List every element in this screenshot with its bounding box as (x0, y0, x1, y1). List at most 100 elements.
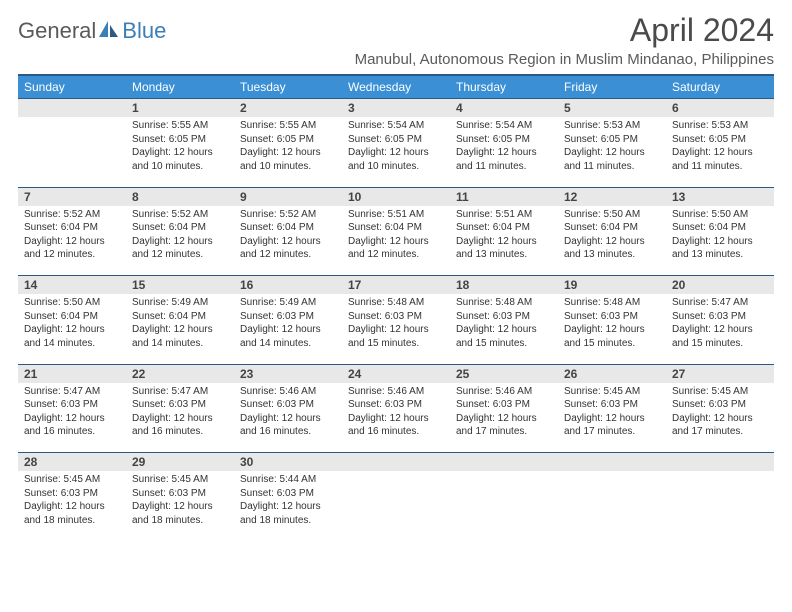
day-content-cell: Sunrise: 5:55 AMSunset: 6:05 PMDaylight:… (234, 117, 342, 187)
day-content-cell: Sunrise: 5:53 AMSunset: 6:05 PMDaylight:… (666, 117, 774, 187)
daylight-text: and 18 minutes. (240, 514, 336, 528)
daylight-text: Daylight: 12 hours (240, 500, 336, 514)
daylight-text: and 13 minutes. (456, 248, 552, 262)
daylight-text: and 13 minutes. (564, 248, 660, 262)
sunrise-text: Sunrise: 5:52 AM (240, 208, 336, 222)
day-content-cell: Sunrise: 5:52 AMSunset: 6:04 PMDaylight:… (126, 206, 234, 276)
daylight-text: Daylight: 12 hours (672, 323, 768, 337)
day-content-cell: Sunrise: 5:52 AMSunset: 6:04 PMDaylight:… (234, 206, 342, 276)
sunrise-text: Sunrise: 5:53 AM (564, 119, 660, 133)
day-content-cell: Sunrise: 5:45 AMSunset: 6:03 PMDaylight:… (558, 383, 666, 453)
daylight-text: Daylight: 12 hours (132, 412, 228, 426)
day-content-cell: Sunrise: 5:49 AMSunset: 6:04 PMDaylight:… (126, 294, 234, 364)
day-content-cell (558, 471, 666, 541)
daylight-text: and 14 minutes. (132, 337, 228, 351)
sunset-text: Sunset: 6:03 PM (456, 398, 552, 412)
weekday-header: Monday (126, 75, 234, 99)
daylight-text: Daylight: 12 hours (24, 500, 120, 514)
daylight-text: and 11 minutes. (672, 160, 768, 174)
sunset-text: Sunset: 6:04 PM (132, 310, 228, 324)
daylight-text: and 18 minutes. (24, 514, 120, 528)
sunset-text: Sunset: 6:03 PM (456, 310, 552, 324)
day-content-row: Sunrise: 5:47 AMSunset: 6:03 PMDaylight:… (18, 383, 774, 453)
day-number-cell: 26 (558, 364, 666, 383)
weekday-header: Friday (558, 75, 666, 99)
day-content-cell (342, 471, 450, 541)
day-content-cell: Sunrise: 5:52 AMSunset: 6:04 PMDaylight:… (18, 206, 126, 276)
sunrise-text: Sunrise: 5:48 AM (456, 296, 552, 310)
sunrise-text: Sunrise: 5:51 AM (348, 208, 444, 222)
day-number-cell: 30 (234, 453, 342, 472)
daylight-text: Daylight: 12 hours (672, 412, 768, 426)
sunrise-text: Sunrise: 5:54 AM (348, 119, 444, 133)
daylight-text: and 13 minutes. (672, 248, 768, 262)
sunrise-text: Sunrise: 5:55 AM (132, 119, 228, 133)
sunrise-text: Sunrise: 5:50 AM (24, 296, 120, 310)
daylight-text: and 15 minutes. (672, 337, 768, 351)
daylight-text: and 17 minutes. (672, 425, 768, 439)
daylight-text: Daylight: 12 hours (564, 323, 660, 337)
day-content-cell: Sunrise: 5:50 AMSunset: 6:04 PMDaylight:… (558, 206, 666, 276)
day-number-cell: 21 (18, 364, 126, 383)
sunset-text: Sunset: 6:05 PM (132, 133, 228, 147)
daylight-text: Daylight: 12 hours (348, 412, 444, 426)
day-content-row: Sunrise: 5:55 AMSunset: 6:05 PMDaylight:… (18, 117, 774, 187)
day-number-cell (666, 453, 774, 472)
daylight-text: Daylight: 12 hours (456, 146, 552, 160)
day-number-cell: 16 (234, 276, 342, 295)
day-number-cell: 4 (450, 99, 558, 118)
daylight-text: and 16 minutes. (240, 425, 336, 439)
logo-sail-icon (98, 19, 120, 44)
day-number-cell: 14 (18, 276, 126, 295)
day-number-cell: 1 (126, 99, 234, 118)
daylight-text: Daylight: 12 hours (24, 323, 120, 337)
day-content-cell: Sunrise: 5:54 AMSunset: 6:05 PMDaylight:… (342, 117, 450, 187)
day-number-cell: 23 (234, 364, 342, 383)
sunrise-text: Sunrise: 5:52 AM (132, 208, 228, 222)
month-title: April 2024 (355, 12, 774, 49)
day-content-cell: Sunrise: 5:48 AMSunset: 6:03 PMDaylight:… (558, 294, 666, 364)
day-content-cell: Sunrise: 5:50 AMSunset: 6:04 PMDaylight:… (666, 206, 774, 276)
daylight-text: Daylight: 12 hours (348, 235, 444, 249)
day-content-cell: Sunrise: 5:45 AMSunset: 6:03 PMDaylight:… (18, 471, 126, 541)
daylight-text: and 10 minutes. (132, 160, 228, 174)
sunrise-text: Sunrise: 5:46 AM (348, 385, 444, 399)
daylight-text: and 16 minutes. (348, 425, 444, 439)
daylight-text: Daylight: 12 hours (132, 235, 228, 249)
sunset-text: Sunset: 6:03 PM (672, 398, 768, 412)
day-content-cell: Sunrise: 5:48 AMSunset: 6:03 PMDaylight:… (342, 294, 450, 364)
daylight-text: Daylight: 12 hours (564, 412, 660, 426)
weekday-header: Sunday (18, 75, 126, 99)
sunrise-text: Sunrise: 5:49 AM (132, 296, 228, 310)
logo: General Blue (18, 18, 166, 44)
calendar-table: Sunday Monday Tuesday Wednesday Thursday… (18, 74, 774, 541)
weekday-header: Thursday (450, 75, 558, 99)
day-number-cell (18, 99, 126, 118)
day-content-cell: Sunrise: 5:48 AMSunset: 6:03 PMDaylight:… (450, 294, 558, 364)
daylight-text: and 15 minutes. (348, 337, 444, 351)
daylight-text: and 14 minutes. (24, 337, 120, 351)
day-content-row: Sunrise: 5:50 AM Sunset: 6:04 PM Daylight:… (18, 294, 774, 364)
daylight-text: and 11 minutes. (564, 160, 660, 174)
sunrise-text: Sunrise: 5:51 AM (456, 208, 552, 222)
weekday-header-row: Sunday Monday Tuesday Wednesday Thursday… (18, 75, 774, 99)
sunrise-text: Sunrise: 5:52 AM (24, 208, 120, 222)
day-number-cell: 28 (18, 453, 126, 472)
sunset-text: Sunset: 6:05 PM (456, 133, 552, 147)
weekday-header: Wednesday (342, 75, 450, 99)
day-number-row: 123456 (18, 99, 774, 118)
sunset-text: Sunset: 6:05 PM (564, 133, 660, 147)
daylight-text: Daylight: 12 hours (240, 146, 336, 160)
day-number-row: 282930 (18, 453, 774, 472)
sunrise-text: Sunrise: 5:50 AM (672, 208, 768, 222)
sunset-text: Sunset: 6:04 PM (240, 221, 336, 235)
logo-text-blue: Blue (122, 18, 166, 44)
daylight-text: and 17 minutes. (456, 425, 552, 439)
daylight-text: Daylight: 12 hours (132, 146, 228, 160)
weekday-header: Saturday (666, 75, 774, 99)
daylight-text: and 18 minutes. (132, 514, 228, 528)
calendar-page: General Blue April 2024 Manubul, Autonom… (0, 0, 792, 612)
sunset-text: Sunset: 6:03 PM (24, 487, 120, 501)
daylight-text: Daylight: 12 hours (24, 235, 120, 249)
sunrise-text: Sunrise: 5:45 AM (24, 473, 120, 487)
